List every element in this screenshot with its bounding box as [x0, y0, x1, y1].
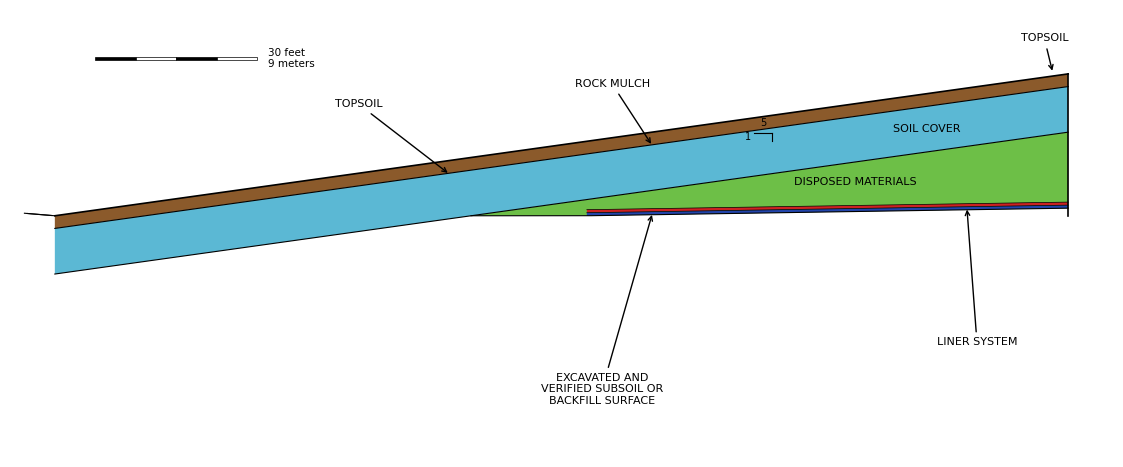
Bar: [217, 57, 257, 60]
Text: SOIL COVER: SOIL COVER: [893, 124, 960, 134]
Polygon shape: [587, 205, 1068, 216]
Text: LINER SYSTEM: LINER SYSTEM: [937, 211, 1017, 347]
Polygon shape: [55, 74, 1068, 228]
Text: TOPSOIL: TOPSOIL: [335, 99, 447, 172]
Text: 5: 5: [760, 118, 766, 128]
Text: DISPOSED MATERIALS: DISPOSED MATERIALS: [794, 177, 916, 187]
Polygon shape: [55, 86, 1068, 274]
Polygon shape: [471, 132, 1068, 216]
Text: ROCK MULCH: ROCK MULCH: [575, 79, 650, 142]
Text: 9 meters: 9 meters: [267, 59, 314, 69]
Polygon shape: [587, 202, 1068, 213]
Text: EXCAVATED AND
VERIFIED SUBSOIL OR
BACKFILL SURFACE: EXCAVATED AND VERIFIED SUBSOIL OR BACKFI…: [541, 216, 664, 406]
Bar: [136, 57, 176, 60]
Bar: [95, 57, 136, 60]
Text: TOPSOIL: TOPSOIL: [1021, 34, 1068, 69]
Text: 30 feet: 30 feet: [267, 48, 304, 57]
Bar: [176, 57, 217, 60]
Text: 1: 1: [746, 132, 751, 142]
